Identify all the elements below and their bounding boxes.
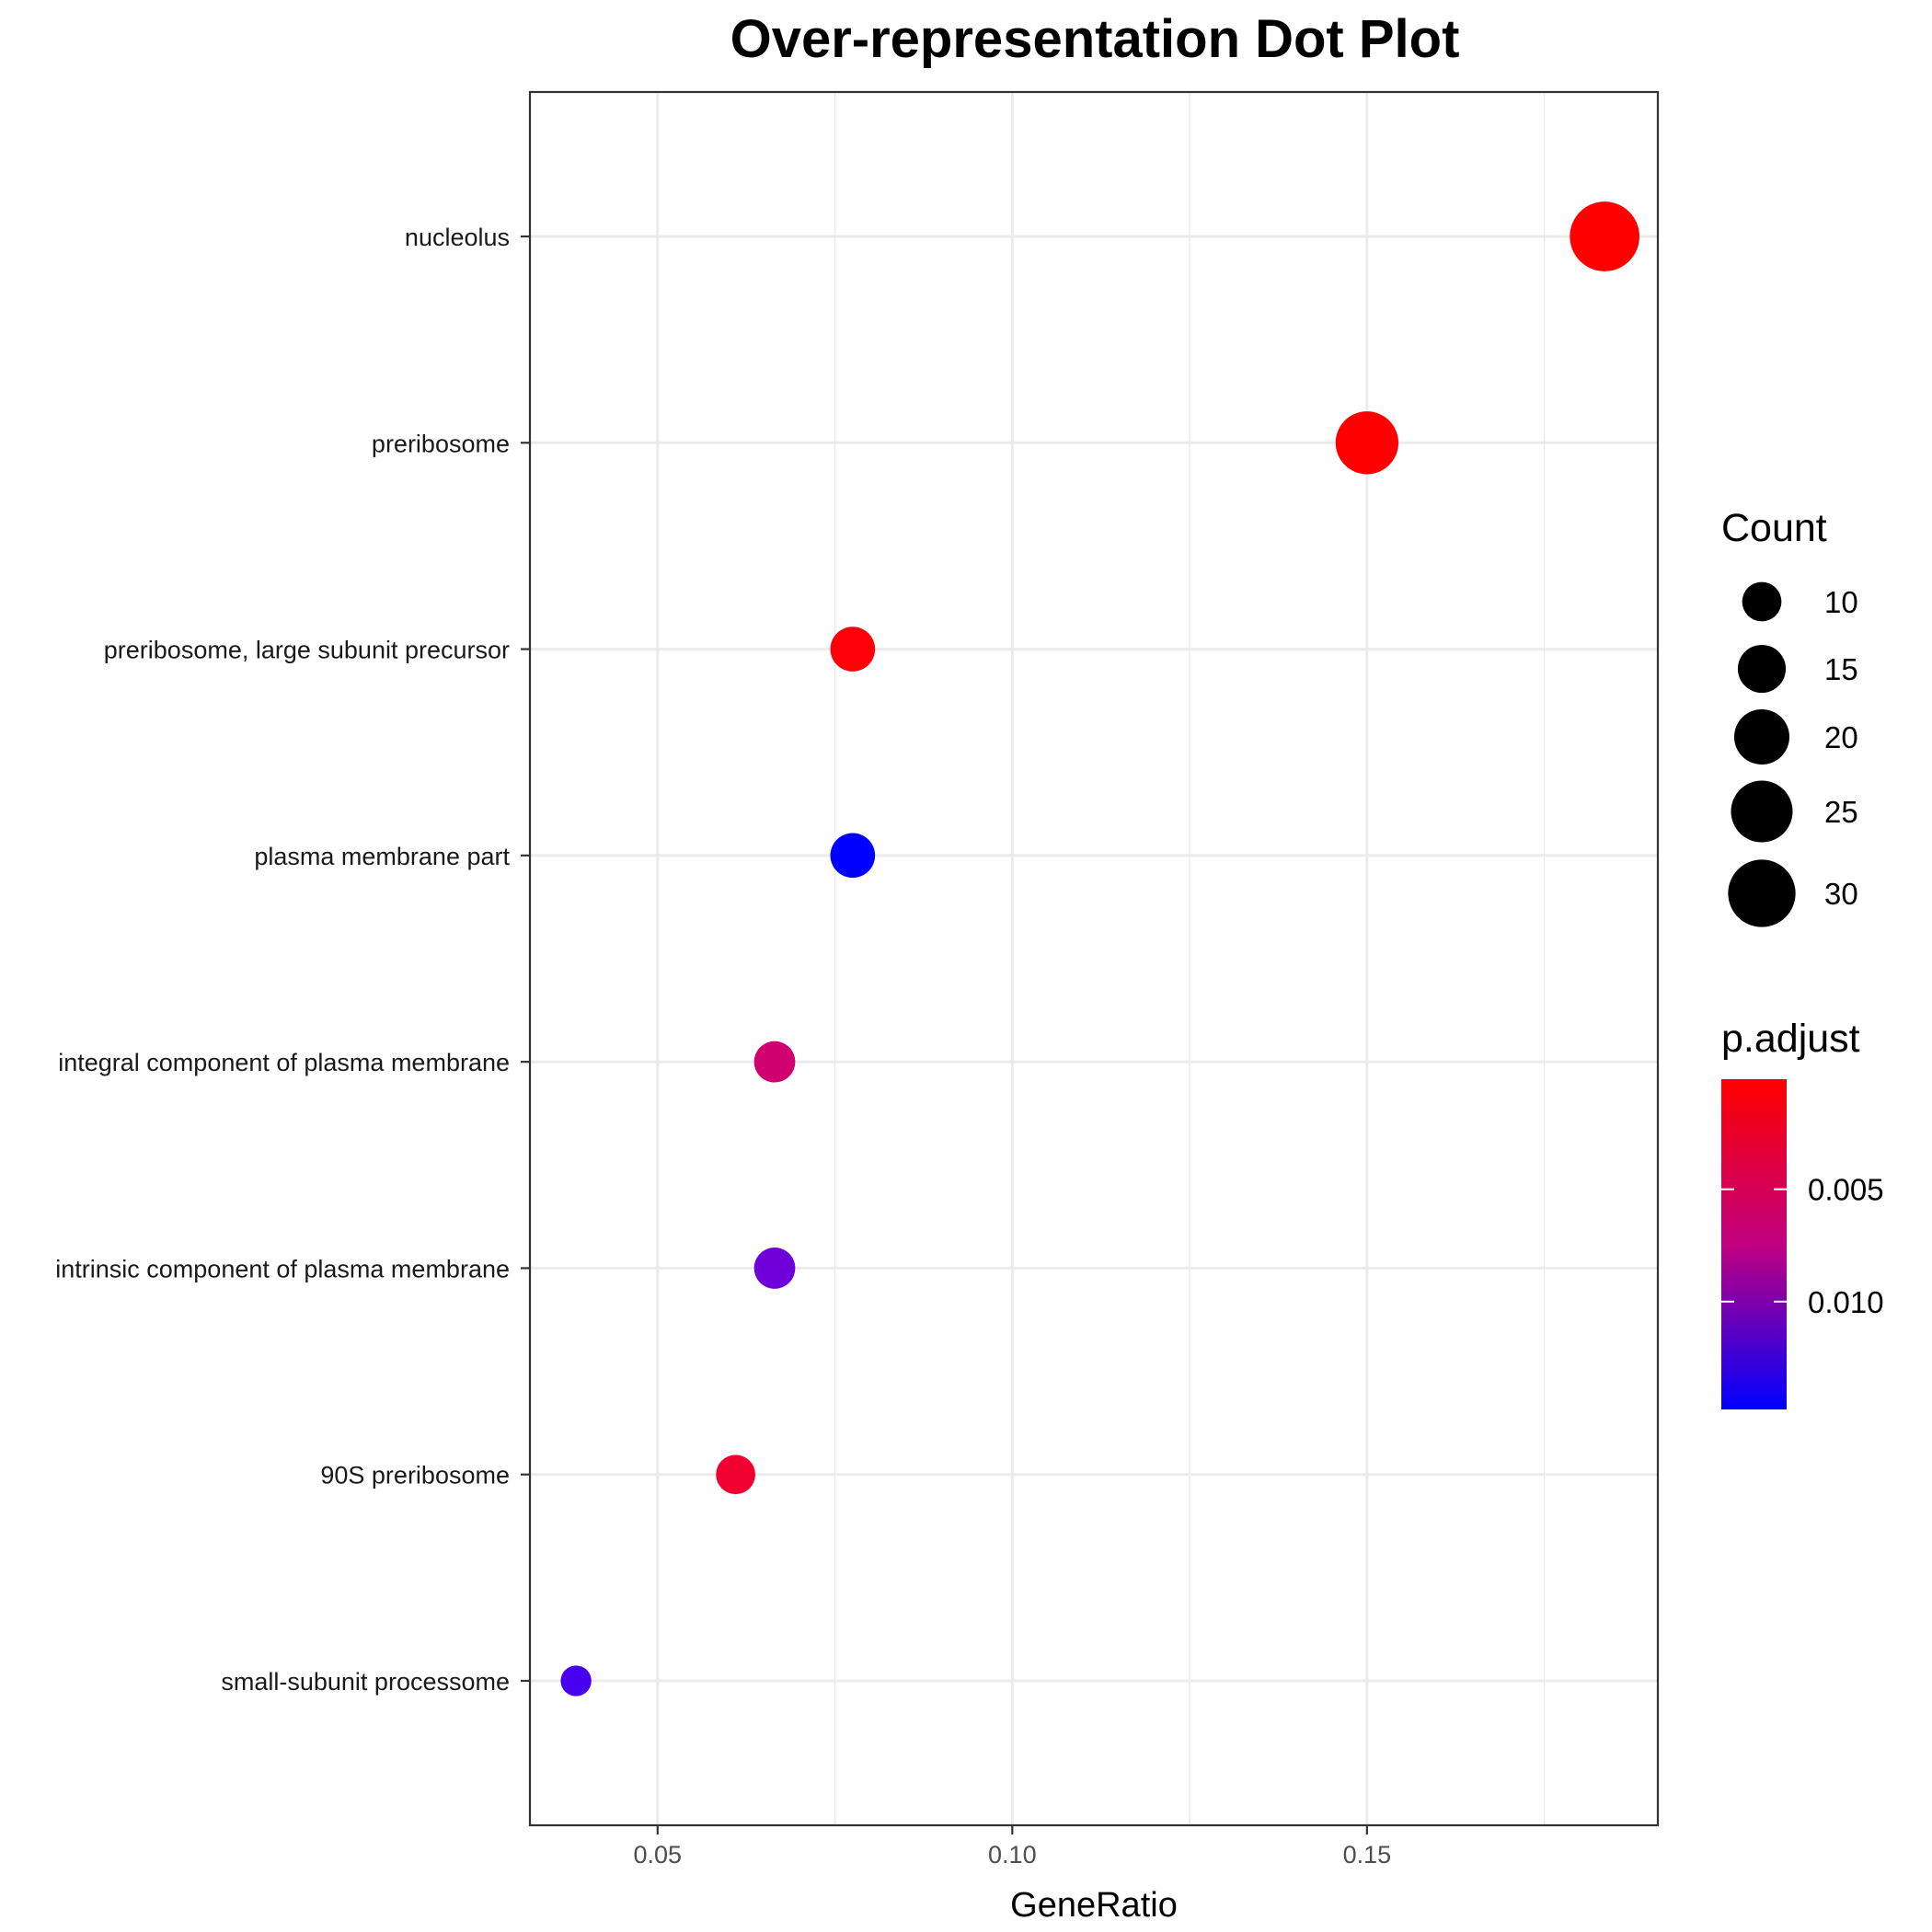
- grid-lines: [530, 92, 1658, 1825]
- y-tick-label: integral component of plasma membrane: [58, 1049, 510, 1076]
- size-legend-key: [1731, 780, 1793, 843]
- size-legend-label: 25: [1824, 795, 1858, 829]
- size-legend-key: [1733, 708, 1790, 765]
- y-tick-label: preribosome: [372, 430, 510, 457]
- data-point: [1570, 201, 1640, 271]
- size-legend-label: 30: [1824, 877, 1858, 911]
- data-point: [753, 1248, 796, 1289]
- color-legend-title: p.adjust: [1721, 1017, 1860, 1061]
- x-axis-label: GeneRatio: [1010, 1886, 1178, 1925]
- plot-border: [528, 90, 1660, 1827]
- data-point: [1335, 411, 1399, 475]
- x-tick-label: 0.05: [634, 1841, 683, 1869]
- x-axis: 0.05 0.10 0.15: [634, 1825, 1392, 1869]
- color-legend: p.adjust 0.005 0.010: [1721, 1017, 1884, 1409]
- size-legend-key: [1737, 644, 1787, 694]
- color-legend-label: 0.010: [1808, 1285, 1884, 1319]
- data-point: [830, 627, 876, 672]
- data-point: [560, 1665, 592, 1696]
- color-legend-bar: [1721, 1079, 1787, 1409]
- size-legend-key: [1742, 581, 1782, 622]
- color-legend-label: 0.005: [1808, 1173, 1884, 1207]
- y-tick-label: plasma membrane part: [254, 843, 510, 870]
- y-tick-label: preribosome, large subunit precursor: [104, 637, 510, 664]
- data-point: [753, 1041, 796, 1083]
- size-legend-label: 10: [1824, 585, 1858, 619]
- size-legend: Count 10 15 20 25 30: [1721, 506, 1858, 927]
- data-point: [716, 1455, 755, 1495]
- y-axis: nucleolus preribosome preribosome, large s…: [55, 224, 530, 1696]
- x-tick-label: 0.10: [988, 1841, 1037, 1869]
- y-tick-label: nucleolus: [405, 224, 510, 251]
- y-tick-label: 90S preribosome: [320, 1462, 510, 1489]
- y-tick-label: small-subunit processome: [221, 1668, 510, 1696]
- plot-panel: [530, 92, 1658, 1825]
- size-legend-label: 15: [1824, 652, 1858, 686]
- y-tick-label: intrinsic component of plasma membrane: [55, 1255, 510, 1282]
- data-points: [560, 201, 1640, 1696]
- chart-title: Over-representation Dot Plot: [730, 9, 1460, 69]
- size-legend-key: [1728, 859, 1796, 927]
- x-tick-label: 0.15: [1343, 1841, 1392, 1869]
- size-legend-title: Count: [1721, 506, 1827, 550]
- size-legend-label: 20: [1824, 720, 1858, 754]
- data-point: [830, 833, 876, 879]
